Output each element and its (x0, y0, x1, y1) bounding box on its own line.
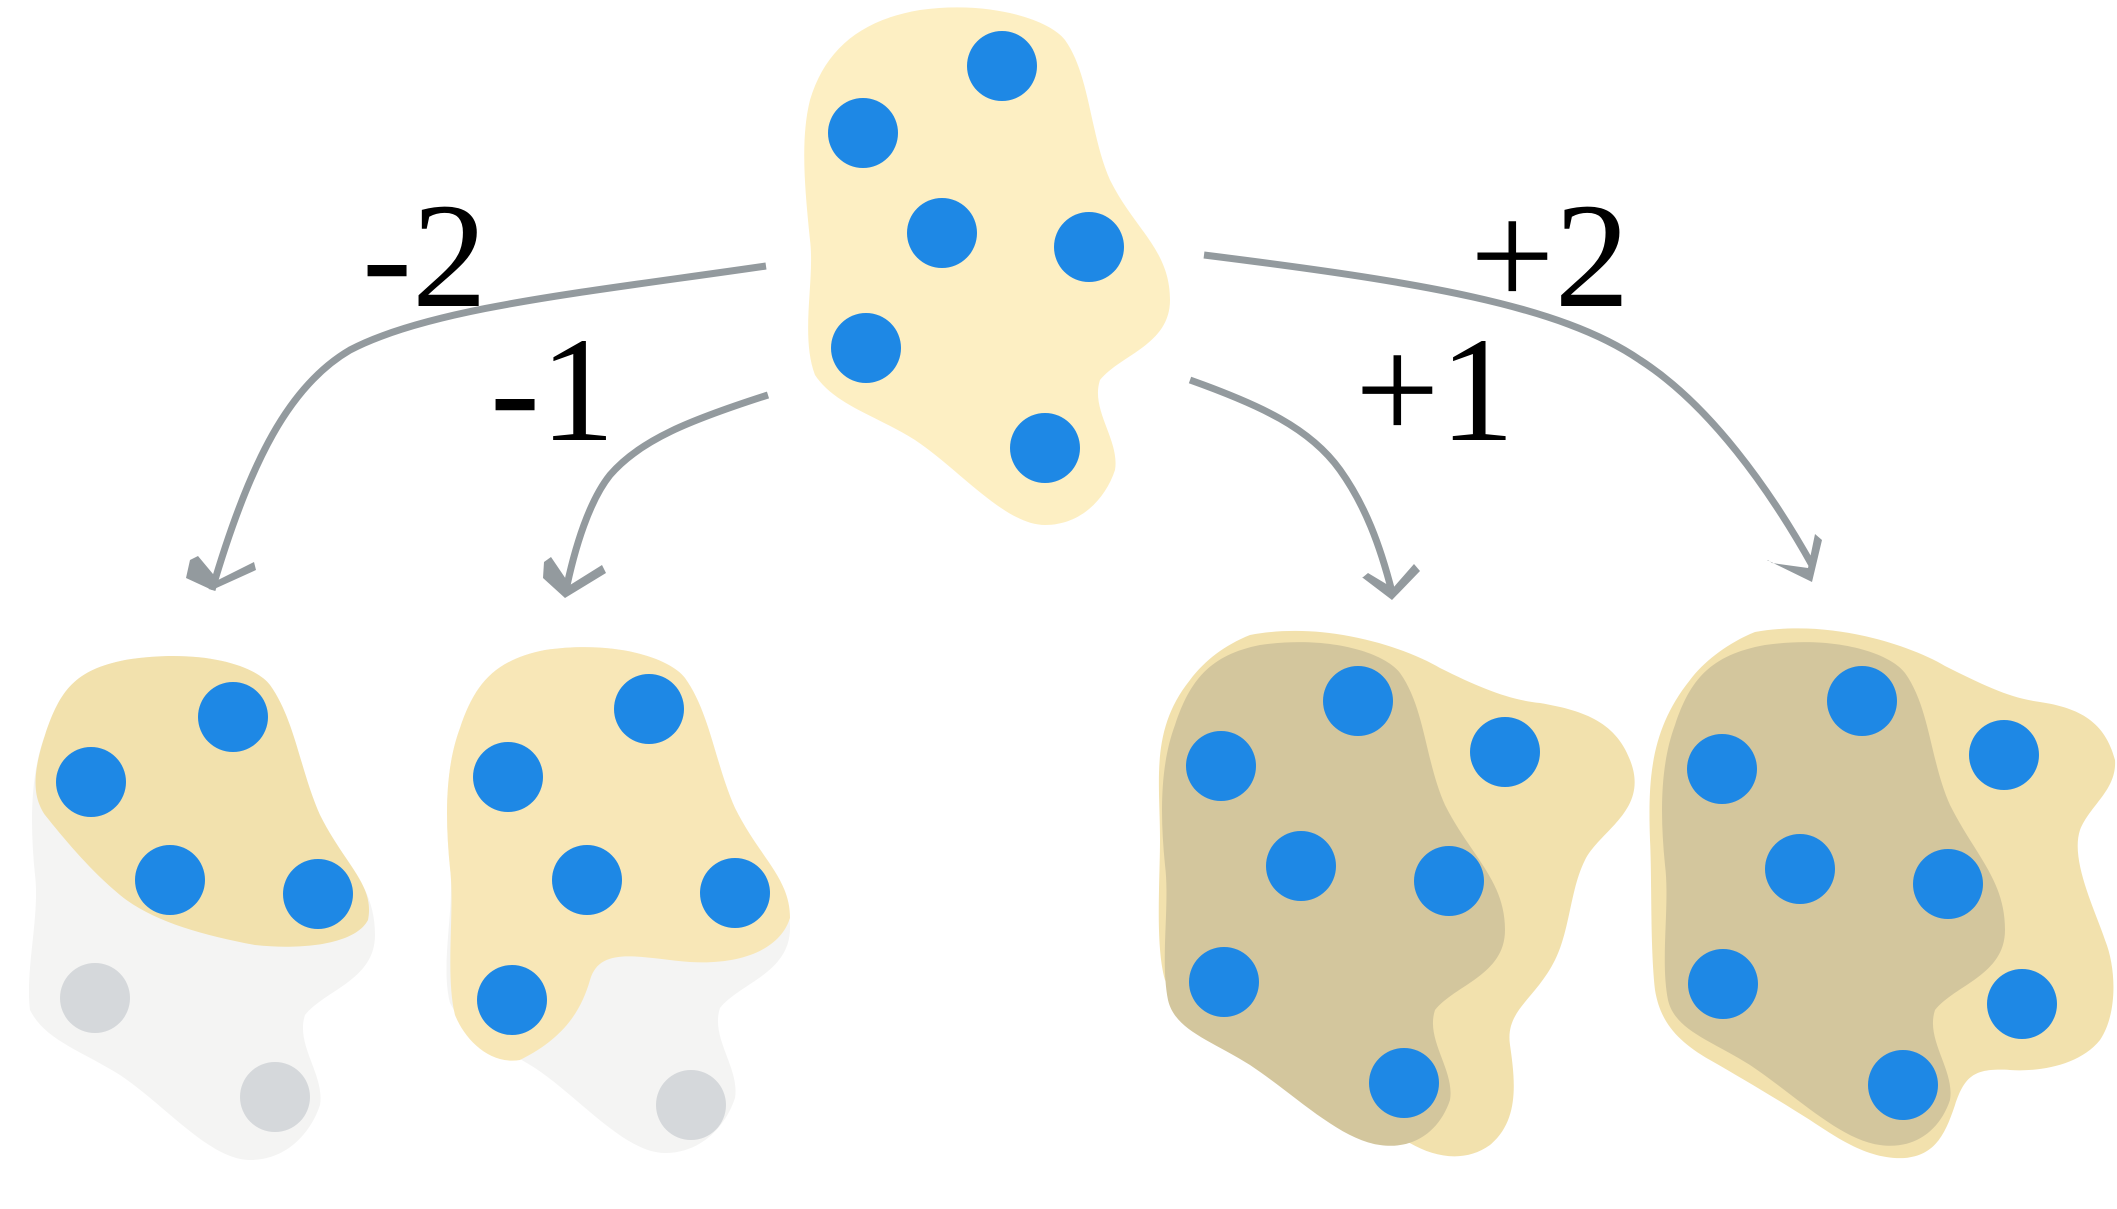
dot (477, 965, 547, 1035)
dot (1827, 666, 1897, 736)
source-dot (828, 98, 898, 168)
label-plus-two: +2 (1470, 173, 1630, 339)
source-set (804, 7, 1170, 525)
dot (56, 747, 126, 817)
dot (1266, 831, 1336, 901)
source-dot (1010, 413, 1080, 483)
dot (1414, 846, 1484, 916)
dot (1189, 947, 1259, 1017)
source-dot (967, 31, 1037, 101)
dot (1913, 849, 1983, 919)
arrow-minus-one (543, 391, 770, 598)
dot (1369, 1048, 1439, 1118)
source-dot (831, 313, 901, 383)
dot (1765, 834, 1835, 904)
cream-blob (447, 647, 790, 1061)
removed-dot (60, 963, 130, 1033)
dot (1868, 1050, 1938, 1120)
dot (1186, 731, 1256, 801)
tan-blob (35, 656, 370, 947)
label-minus-two: -2 (362, 173, 487, 339)
dot (1470, 717, 1540, 787)
dot (1688, 949, 1758, 1019)
arrow-plus-two (1203, 251, 1822, 582)
dot (473, 742, 543, 812)
set-minus-two (28, 656, 375, 1160)
arrow-minus-two (186, 262, 767, 591)
dot (700, 858, 770, 928)
source-dot (907, 198, 977, 268)
dot (614, 674, 684, 744)
set-plus-two (1649, 628, 2116, 1159)
dot (1323, 666, 1393, 736)
dot (198, 682, 268, 752)
dot (1969, 720, 2039, 790)
dot (283, 859, 353, 929)
removed-dot (656, 1070, 726, 1140)
set-minus-one (446, 647, 790, 1153)
label-plus-one: +1 (1355, 307, 1515, 473)
removed-dot (240, 1062, 310, 1132)
arrow-plus-one (1188, 376, 1420, 600)
dot (1687, 734, 1757, 804)
dot (552, 845, 622, 915)
set-plus-one (1158, 630, 1635, 1157)
label-minus-one: -1 (490, 307, 615, 473)
source-dot (1054, 212, 1124, 282)
dot (135, 845, 205, 915)
dot (1987, 969, 2057, 1039)
